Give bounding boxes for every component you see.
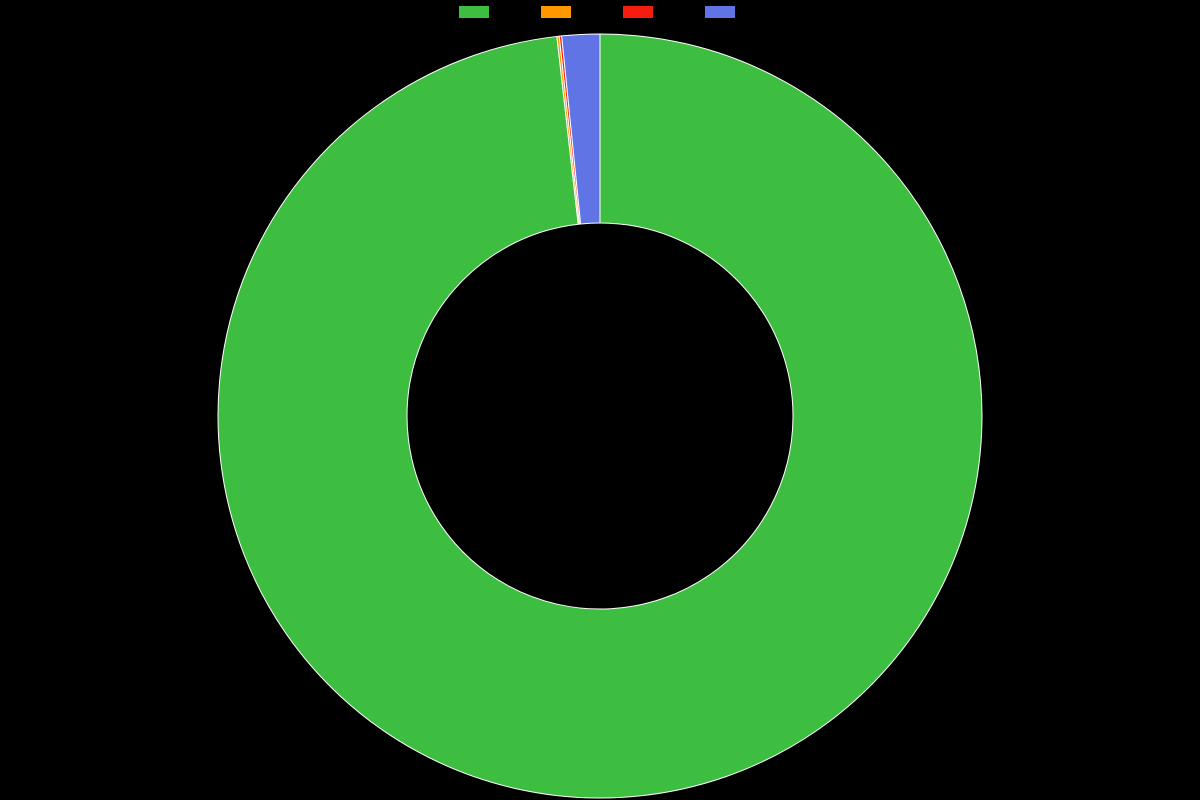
chart-container xyxy=(0,0,1200,800)
donut-chart xyxy=(0,0,1200,800)
